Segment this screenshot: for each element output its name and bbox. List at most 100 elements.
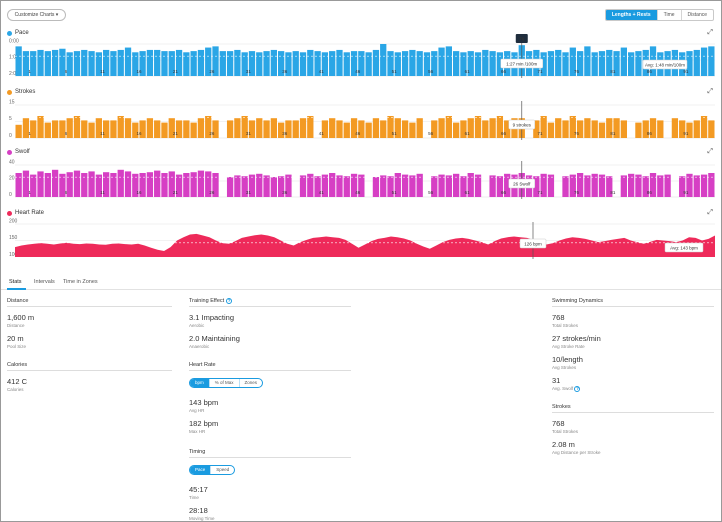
bar [15, 173, 22, 197]
bar [394, 173, 401, 197]
bar [95, 52, 102, 76]
bar [197, 170, 205, 197]
bar [44, 122, 51, 138]
info-icon[interactable]: ? [574, 386, 581, 392]
bar [438, 118, 445, 138]
x-tick-label: 46 [355, 190, 361, 195]
x-tick-label: 66 [501, 190, 507, 195]
bar [285, 120, 292, 138]
x-tick-label: 21 [173, 69, 179, 74]
bar [576, 173, 584, 197]
y-tick-label: 15 [9, 100, 15, 106]
bar [372, 49, 380, 76]
tab-intervals[interactable]: Intervals [34, 279, 55, 285]
bar [285, 174, 292, 197]
y-tick-label: 200 [9, 219, 18, 225]
timing-unit-pace[interactable]: Pace [190, 466, 211, 474]
hr-unit-bpm[interactable]: bpm [190, 379, 209, 387]
info-icon[interactable]: ? [226, 298, 233, 304]
expand-icon[interactable]: ⤢ [707, 29, 713, 36]
bar [679, 176, 686, 197]
bar [504, 173, 511, 197]
bar [226, 51, 234, 76]
y-tick-label: 0 [9, 133, 12, 139]
bar [628, 173, 635, 197]
y-tick-label: 40 [9, 160, 15, 166]
bar [314, 176, 321, 197]
x-tick-label: 56 [428, 69, 434, 74]
x-tick-label: 36 [282, 69, 288, 74]
bar [183, 173, 190, 197]
bar [606, 49, 613, 76]
aerobic-caption: Aerobic [189, 323, 205, 328]
bar [562, 120, 569, 138]
x-tick-label: 91 [683, 190, 689, 195]
bar [110, 173, 117, 197]
timing-unit-speed[interactable]: Speed [210, 466, 234, 474]
hr-unit-percent-max[interactable]: % of Max [208, 379, 239, 387]
avg-distance-per-stroke-caption: Avg Distance per Stroke [552, 450, 601, 455]
bar [431, 176, 438, 197]
bar [540, 173, 547, 197]
heart-rate-plot[interactable]: 200 150 100 126 bpm Avg: 143 bpm [1, 208, 722, 264]
bar [642, 176, 649, 197]
bar [671, 118, 679, 138]
bar [474, 52, 482, 76]
heart-rate-unit-toggle: bpm % of Max Zones [189, 378, 264, 388]
y-tick-label: 0:00 [9, 39, 19, 45]
bar [168, 118, 175, 138]
bar [256, 52, 263, 76]
bar [350, 118, 358, 138]
bar [504, 120, 511, 138]
x-tick-label: 91 [683, 131, 689, 136]
bar [88, 122, 95, 138]
bar [686, 51, 693, 76]
bar [416, 51, 423, 76]
bar [183, 52, 190, 76]
x-tick-label: 31 [246, 131, 252, 136]
distance-value: 1,600 m [7, 313, 35, 322]
expand-icon[interactable]: ⤢ [707, 88, 713, 95]
bar [263, 175, 270, 197]
swolf-title: Swolf [15, 149, 30, 155]
x-tick-label: 36 [282, 131, 288, 136]
view-lengths-rests[interactable]: Lengths + Rests [605, 10, 657, 20]
strokes-dot [7, 89, 12, 95]
bar [598, 51, 606, 76]
customize-charts-button[interactable]: Customize Charts ▾ [7, 9, 66, 21]
bar [117, 116, 124, 138]
expand-icon[interactable]: ⤢ [707, 148, 713, 155]
calories-section: Calories 412 C Calories [7, 362, 172, 392]
tooltip-text: 9 strokes [513, 122, 532, 127]
bar [263, 120, 270, 138]
bar [445, 175, 452, 197]
bar [591, 52, 598, 76]
bar [103, 49, 110, 76]
bar [686, 122, 693, 138]
bar [278, 51, 285, 76]
tooltip-box [500, 58, 544, 69]
x-tick-label: 31 [246, 69, 252, 74]
bar [467, 118, 474, 138]
hr-unit-zones[interactable]: Zones [238, 379, 263, 387]
bar [460, 52, 467, 76]
x-tick-label: 46 [355, 69, 361, 74]
pace-plot[interactable]: 0:001:002:00 1 6 11 16 21 26 31 36 41 46 51 56 61 66 71… [1, 27, 722, 81]
bar [350, 51, 358, 76]
bar [489, 175, 496, 197]
bar [598, 174, 606, 197]
tab-stats[interactable]: Stats [9, 279, 22, 285]
expand-icon[interactable]: ⤢ [707, 209, 713, 216]
bar [584, 118, 591, 138]
view-time[interactable]: Time [656, 10, 681, 20]
bar [460, 120, 467, 138]
bar [613, 118, 620, 138]
x-tick-label: 26 [209, 190, 215, 195]
timing-title: Timing [189, 449, 351, 458]
tab-time-in-zones[interactable]: Time in Zones [63, 279, 98, 285]
view-distance[interactable]: Distance [680, 10, 713, 20]
x-tick-label: 6 [65, 190, 68, 195]
